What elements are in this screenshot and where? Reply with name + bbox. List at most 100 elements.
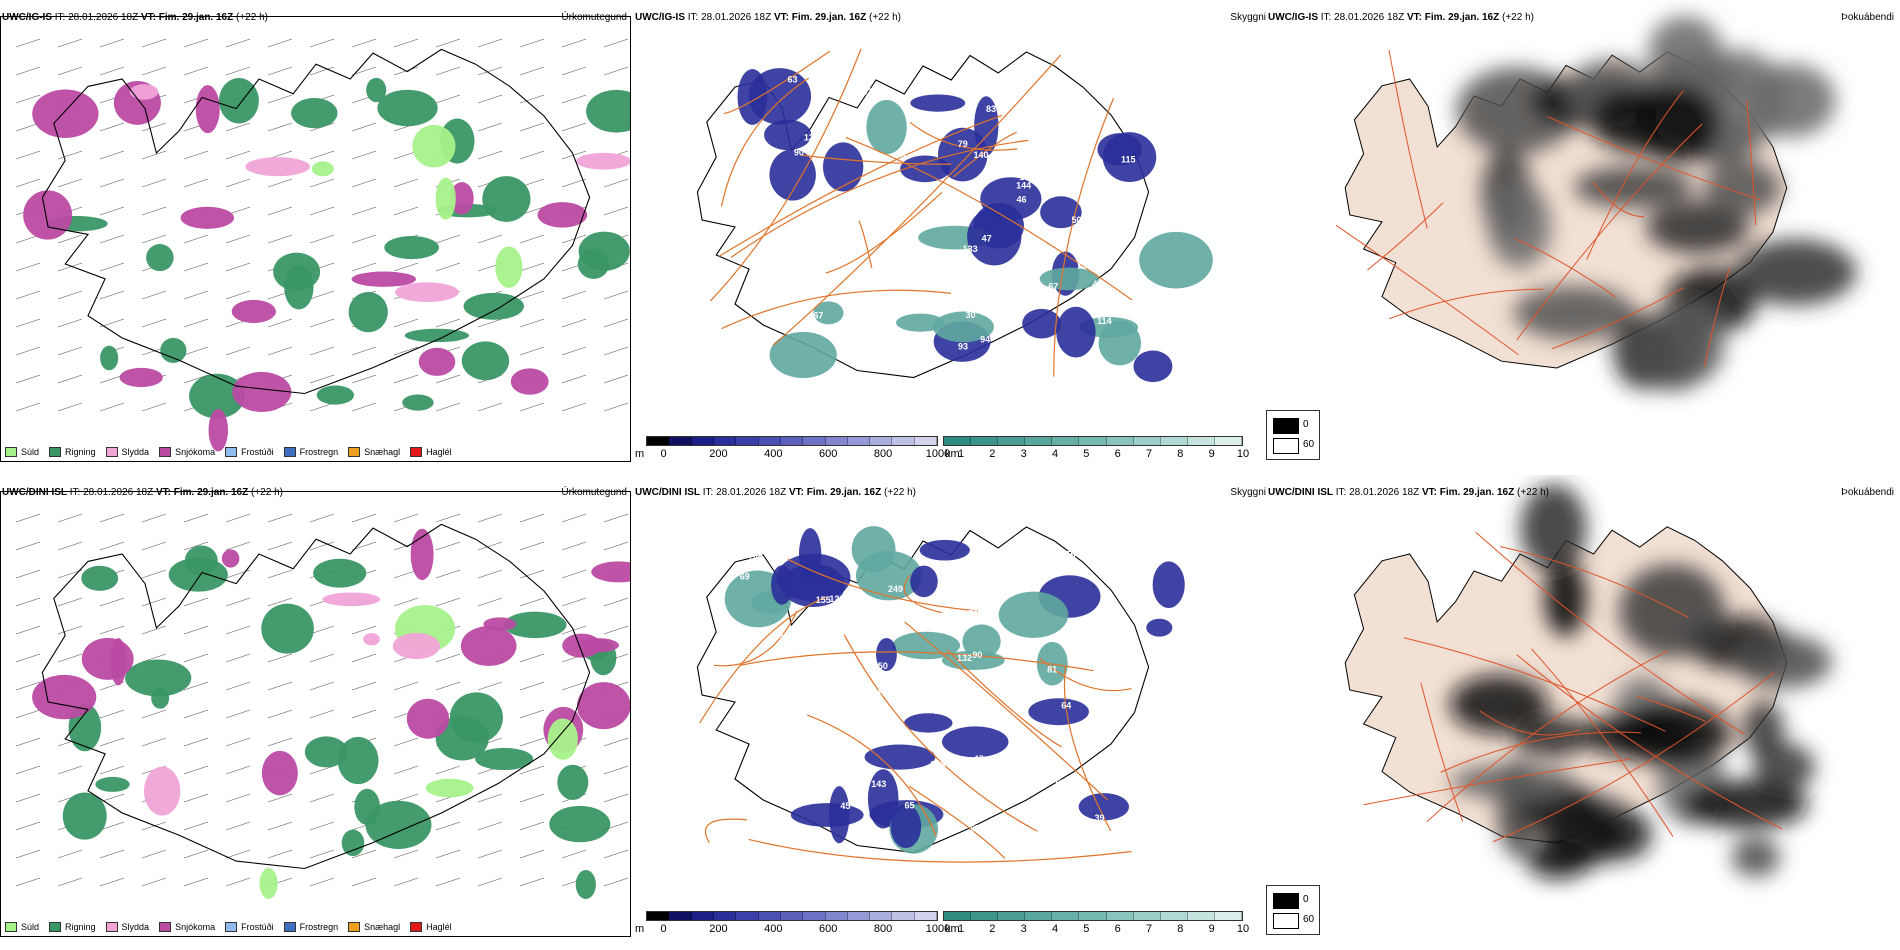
wind-barb — [603, 793, 629, 803]
road — [1586, 90, 1684, 260]
wind-barb — [561, 402, 587, 412]
road — [1746, 100, 1757, 226]
wind-barb — [183, 318, 209, 328]
wind-barb — [603, 541, 629, 551]
wind-barb — [309, 234, 335, 244]
visibility-area — [910, 565, 938, 598]
road — [908, 785, 1006, 859]
ceiling-label: 81 — [1047, 665, 1057, 675]
ceiling-label: 51 — [804, 747, 814, 757]
colorbar-tick-label: 8 — [1177, 923, 1184, 935]
fog-panel: UWC/IG-IS IT: 28.01.2026 18Z VT: Fim. 29… — [1266, 0, 1900, 475]
ceiling-label: 50 — [1071, 215, 1081, 225]
colorbar-tick-label: 4 — [1051, 923, 1059, 935]
ceiling-label: 90 — [794, 147, 804, 157]
model-name: UWC/IG-IS — [635, 12, 685, 23]
wind-barb — [309, 318, 335, 328]
wind-barb — [183, 793, 209, 803]
wind-barb — [435, 66, 461, 76]
ceiling-label: 79 — [777, 782, 787, 792]
fog-area — [1449, 675, 1548, 734]
it-label: IT: — [1320, 12, 1332, 23]
coastline — [41, 48, 591, 395]
precip-area — [460, 626, 517, 667]
wind-barb — [435, 849, 461, 859]
ceiling-label: 64 — [1061, 700, 1071, 710]
colorbar-cell — [803, 437, 826, 445]
wind-barb — [141, 178, 167, 188]
wind-barb — [99, 402, 125, 412]
road — [806, 714, 937, 837]
ceiling-label: 44 — [994, 152, 1004, 162]
wind-barb — [519, 66, 545, 76]
precip-legend-item: Súld — [5, 447, 39, 457]
colorbar-cell — [1025, 437, 1053, 445]
visibility-area — [1040, 196, 1082, 229]
precip-area — [218, 78, 259, 124]
precip-legend-item: Snæhagl — [348, 922, 400, 932]
precip-legend-item: Haglél — [410, 922, 452, 932]
visibility-area — [813, 301, 844, 325]
wind-barb — [183, 234, 209, 244]
road — [1479, 710, 1581, 736]
wind-barb — [477, 318, 503, 328]
wind-barb — [519, 765, 545, 775]
wind-barb — [477, 849, 503, 859]
wind-barb — [309, 793, 335, 803]
wind-barb — [15, 681, 41, 691]
road — [721, 289, 952, 330]
fog-area — [1731, 836, 1780, 877]
ceiling-label: 63 — [829, 260, 839, 270]
wind-barb — [57, 625, 83, 635]
ceiling-label: 91 — [1018, 157, 1028, 167]
fog-area — [1513, 285, 1636, 340]
ceiling-label: 47 — [973, 754, 983, 764]
wind-barb — [351, 346, 377, 356]
wind-barb — [477, 541, 503, 551]
precip-area — [313, 558, 367, 588]
ceiling-label: 155 — [816, 595, 831, 605]
ceiling-label: 120 — [829, 594, 844, 604]
vt-label: VT: — [155, 487, 171, 498]
wind-barb — [519, 793, 545, 803]
wind-barb — [603, 849, 629, 859]
colorbar-cell — [870, 437, 893, 445]
wind-barb — [603, 402, 629, 412]
run-header: UWC/IG-IS IT: 28.01.2026 18Z VT: Fim. 29… — [2, 12, 268, 23]
wind-barb — [267, 569, 293, 579]
ceiling-label: 36 — [1059, 779, 1069, 789]
precip-legend-swatch — [5, 922, 17, 932]
fog-area — [1513, 715, 1590, 757]
wind-barb — [603, 877, 629, 887]
ceiling-label: 57 — [1055, 778, 1065, 788]
wind-barb — [183, 681, 209, 691]
wind-barb — [183, 821, 209, 831]
fog-area — [1544, 560, 1587, 637]
wind-barb — [603, 625, 629, 635]
ceiling-label: 46 — [1035, 554, 1045, 564]
visibility-area — [851, 526, 896, 573]
wind-barb — [141, 597, 167, 607]
fog-area — [1520, 484, 1587, 573]
wind-barb — [519, 122, 545, 132]
wind-barb — [561, 66, 587, 76]
wind-barb — [99, 38, 125, 48]
ceiling-label: 90 — [972, 650, 982, 660]
precip-legend-label: Slydda — [121, 922, 150, 932]
wind-barb — [141, 821, 167, 831]
road — [1388, 288, 1544, 320]
colorbar-tick-label: 10 — [1236, 923, 1250, 935]
wind-barb — [99, 709, 125, 719]
visibility-area — [1078, 793, 1129, 821]
precip-legend-label: Súld — [21, 922, 40, 932]
road — [720, 77, 810, 207]
wind-barb — [519, 150, 545, 160]
vt-value: Fim. 29.jan. 16Z — [806, 487, 882, 498]
wind-barb — [99, 597, 125, 607]
road — [787, 558, 979, 612]
wind-barb — [561, 541, 587, 551]
precip-legend-label: Snjókoma — [175, 447, 216, 457]
precip-area — [208, 408, 229, 452]
wind-barb — [435, 653, 461, 663]
ceiling-label: 44 — [1131, 569, 1141, 579]
